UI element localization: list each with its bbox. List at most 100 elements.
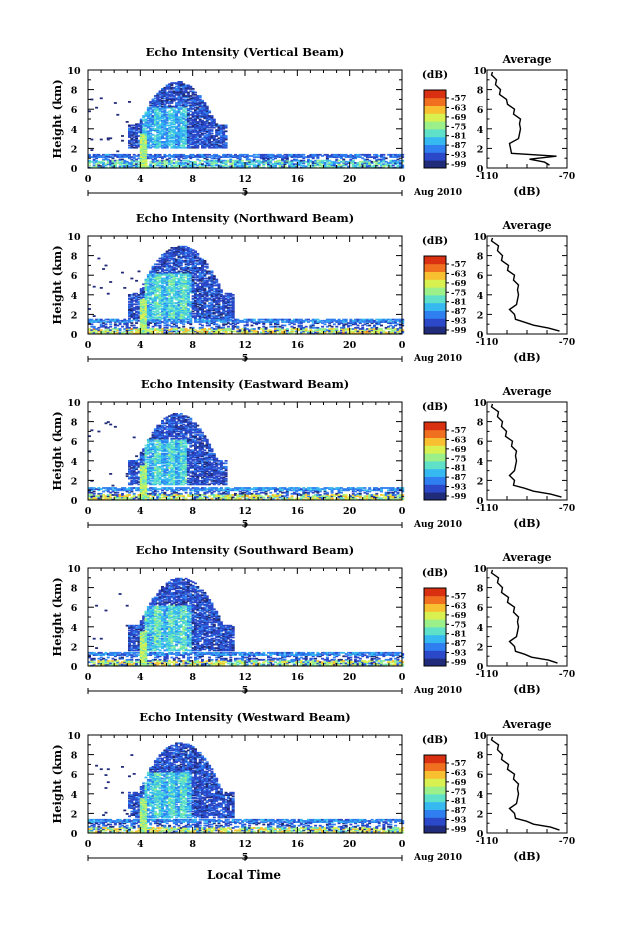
heatmap-cell	[281, 331, 285, 334]
heatmap-cell	[196, 259, 200, 262]
heatmap-cell	[142, 115, 146, 117]
heatmap-cell	[259, 328, 263, 330]
heatmap-cell	[146, 282, 150, 285]
heatmap-cell	[175, 136, 179, 138]
heatmap-cell	[229, 315, 233, 317]
heatmap-cell	[328, 321, 332, 323]
heatmap-cell	[130, 311, 134, 314]
heatmap-cell	[215, 295, 219, 297]
heatmap-cell	[203, 277, 207, 280]
heatmap-cell	[113, 159, 117, 162]
heatmap-cell	[205, 119, 209, 122]
heatmap-cell	[158, 136, 162, 138]
heatmap-cell	[210, 288, 214, 290]
heatmap-cell	[139, 145, 143, 148]
heatmap-cell	[290, 329, 294, 332]
heatmap-cell	[191, 282, 195, 285]
heatmap-cell	[189, 85, 193, 88]
heatmap-cell	[302, 329, 306, 332]
heatmap-cell	[156, 268, 160, 270]
heatmap-cell	[337, 153, 341, 156]
heatmap-cell	[203, 285, 207, 288]
heatmap-cell	[132, 156, 136, 158]
heatmap-cell	[95, 159, 99, 162]
heatmap-cell	[170, 141, 174, 143]
heatmap-cell	[236, 318, 240, 321]
heatmap-cell	[285, 319, 289, 322]
heatmap-cell	[212, 309, 216, 312]
heatmap-cell	[177, 102, 181, 104]
heatmap-cell	[186, 314, 190, 316]
heatmap-cell	[130, 144, 134, 147]
heatmap-cell	[201, 101, 204, 103]
heatmap-cell	[132, 160, 136, 163]
heatmap-cell	[382, 153, 386, 156]
heatmap-cell	[142, 144, 146, 147]
heatmap-cell	[149, 101, 153, 103]
heatmap-cell	[144, 121, 148, 123]
heatmap-cell	[325, 153, 329, 156]
heatmap-cell	[90, 138, 94, 141]
heatmap-cell	[170, 290, 174, 293]
heatmap-cell	[340, 319, 343, 322]
heatmap-cell	[170, 105, 174, 108]
heatmap-cell	[217, 301, 221, 303]
heatmap-cell	[208, 319, 212, 322]
heatmap-cell	[106, 153, 110, 156]
heatmap-cell	[259, 160, 263, 163]
heatmap-cell	[158, 301, 162, 303]
heatmap-cell	[135, 311, 139, 314]
heatmap-cell	[318, 164, 322, 167]
heatmap-cell	[191, 124, 195, 127]
heatmap-cell	[102, 163, 106, 166]
heatmap-cell	[156, 121, 160, 123]
heatmap-cell	[165, 282, 169, 285]
heatmap-cell	[208, 129, 212, 131]
heatmap-cell	[172, 252, 176, 255]
heatmap-cell	[163, 131, 167, 134]
heatmap-cell	[274, 323, 277, 326]
heatmap-cell	[170, 143, 174, 146]
heatmap-cell	[274, 325, 277, 328]
heatmap-cell	[198, 315, 202, 317]
heatmap-cell	[121, 153, 124, 156]
heatmap-cell	[212, 278, 216, 281]
heatmap-cell	[177, 309, 181, 312]
heatmap-cell	[109, 159, 113, 162]
heatmap-cell	[179, 299, 183, 302]
heatmap-cell	[153, 301, 157, 303]
heatmap-cell	[153, 103, 157, 106]
heatmap-cell	[182, 308, 186, 310]
heatmap-cell	[121, 164, 124, 167]
heatmap-cell	[184, 99, 188, 102]
heatmap-cell	[248, 160, 252, 163]
heatmap-cell	[142, 135, 146, 137]
heatmap-cell	[135, 124, 139, 127]
heatmap-cell	[158, 116, 162, 119]
heatmap-cell	[168, 130, 172, 133]
heatmap-cell	[106, 158, 110, 161]
heatmap-cell	[281, 157, 285, 160]
heatmap-cell	[219, 311, 223, 314]
heatmap-cell	[179, 119, 183, 122]
heatmap-cell	[389, 165, 393, 168]
heatmap-cell	[116, 331, 120, 334]
heatmap-cell	[205, 139, 209, 142]
heatmap-cell	[139, 292, 143, 295]
heatmap-cell	[191, 264, 195, 267]
heatmap-cell	[292, 321, 296, 323]
heatmap-cell	[123, 162, 127, 164]
heatmap-cell	[210, 318, 214, 321]
heatmap-cell	[210, 123, 214, 126]
heatmap-cell	[153, 303, 157, 306]
heatmap-cell	[158, 123, 162, 126]
heatmap-cell	[217, 314, 221, 316]
heatmap-cell	[177, 99, 181, 102]
heatmap-cell	[189, 272, 193, 275]
heatmap-cell	[168, 90, 172, 93]
heatmap-cell	[88, 329, 91, 332]
heatmap-cell	[161, 287, 164, 289]
heatmap-cell	[194, 297, 197, 300]
heatmap-cell	[318, 163, 322, 166]
heatmap-cell	[328, 155, 332, 157]
